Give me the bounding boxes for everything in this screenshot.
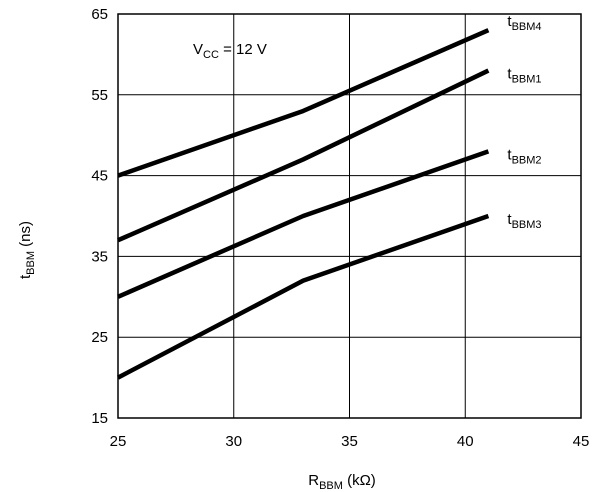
y-tick-label: 55 (91, 87, 108, 104)
series-line-tBBM4 (117, 28, 490, 178)
y-axis-label: tBBM (ns) (17, 221, 37, 279)
y-tick-label: 15 (91, 410, 108, 427)
series-line-tBBM3 (116, 213, 490, 380)
x-tick-labels: 25 30 35 40 45 (110, 433, 590, 450)
y-tick-label: 45 (91, 168, 108, 185)
vcc-annotation: VCC = 12 V (193, 41, 267, 61)
series-label-tBBM2: tBBM2 (507, 146, 541, 166)
x-tick-label: 40 (457, 433, 474, 450)
y-tick-label: 65 (91, 6, 108, 23)
series-layer (116, 28, 490, 380)
x-tick-label: 30 (225, 433, 242, 450)
x-tick-label: 25 (110, 433, 127, 450)
series-label-tBBM4: tBBM4 (507, 13, 541, 33)
y-tick-label: 35 (91, 248, 108, 265)
y-tick-labels: 15 25 35 45 55 65 (91, 6, 108, 427)
x-axis-label: RBBM (kΩ) (308, 472, 376, 492)
series-label-tBBM3: tBBM3 (507, 211, 541, 231)
y-tick-label: 25 (91, 329, 108, 346)
series-line-tBBM2 (117, 149, 490, 299)
x-tick-label: 35 (341, 433, 358, 450)
plot-frame (117, 13, 582, 419)
series-labels: tBBM4 tBBM1 tBBM2 tBBM3 (507, 13, 541, 231)
x-tick-label: 45 (573, 433, 590, 450)
series-label-tBBM1: tBBM1 (507, 66, 541, 86)
series-line-tBBM1 (117, 68, 490, 243)
